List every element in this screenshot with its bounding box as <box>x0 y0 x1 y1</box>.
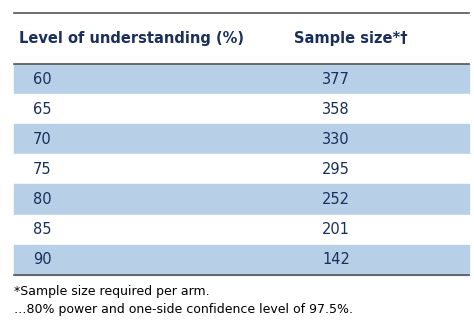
Text: 377: 377 <box>322 72 350 87</box>
Text: 85: 85 <box>33 222 52 237</box>
Bar <box>14 185 469 215</box>
Text: 330: 330 <box>322 132 350 147</box>
Bar <box>14 245 469 275</box>
Text: 65: 65 <box>33 102 52 117</box>
Text: 201: 201 <box>322 222 350 237</box>
Text: 70: 70 <box>33 132 52 147</box>
Text: 75: 75 <box>33 162 52 177</box>
Text: Sample size*†: Sample size*† <box>294 31 407 46</box>
Text: 90: 90 <box>33 252 52 267</box>
Text: Level of understanding (%): Level of understanding (%) <box>19 31 244 46</box>
Bar <box>14 94 469 124</box>
Bar <box>14 215 469 245</box>
Text: 80: 80 <box>33 192 52 207</box>
Text: 358: 358 <box>322 102 350 117</box>
Text: 295: 295 <box>322 162 350 177</box>
Text: 252: 252 <box>322 192 350 207</box>
Text: 60: 60 <box>33 72 52 87</box>
Text: 142: 142 <box>322 252 350 267</box>
Bar <box>14 13 469 64</box>
Text: …80% power and one-side confidence level of 97.5%.: …80% power and one-side confidence level… <box>14 303 353 316</box>
Text: *Sample size required per arm.: *Sample size required per arm. <box>14 285 210 298</box>
Bar <box>14 124 469 154</box>
Bar <box>14 154 469 185</box>
Bar <box>14 64 469 94</box>
